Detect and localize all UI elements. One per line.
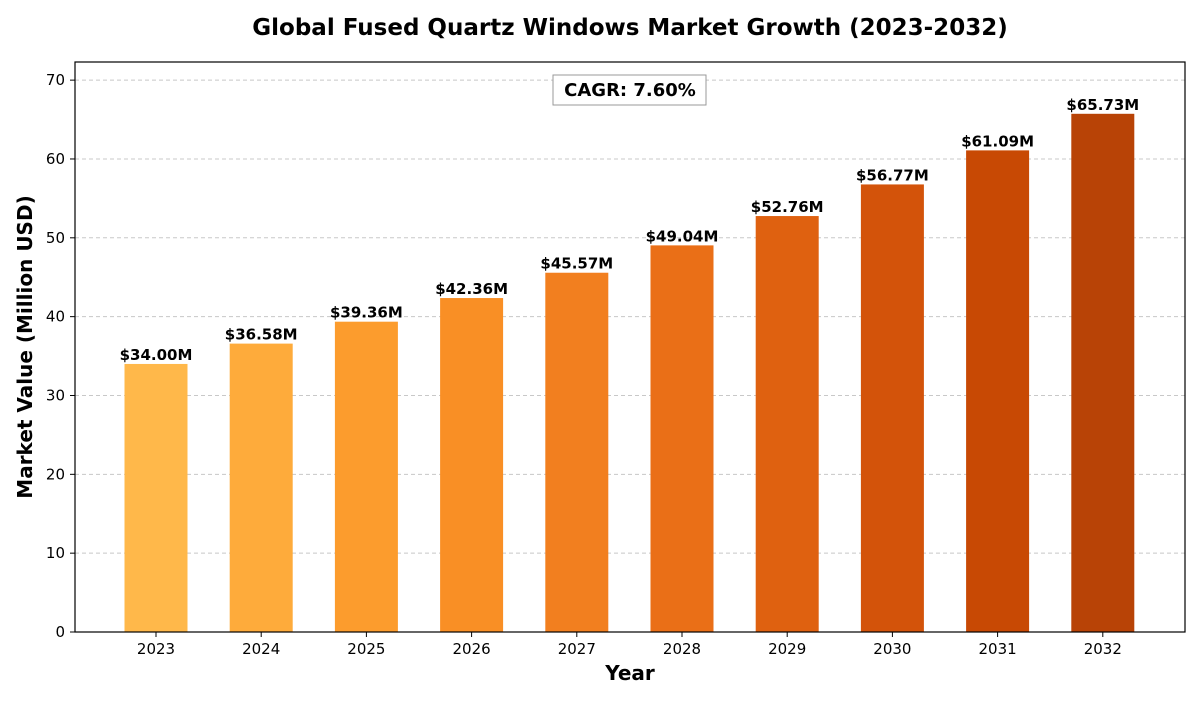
x-tick-label-2028: 2028	[663, 640, 701, 658]
y-tick-label: 0	[55, 623, 65, 641]
bar-2024	[229, 343, 293, 632]
data-labels: $34.00M $36.58M $39.36M $42.36M $45.57M $49.0…	[120, 96, 1140, 364]
data-label-2024: $36.58M	[225, 326, 298, 344]
x-tick-label-2029: 2029	[768, 640, 806, 658]
data-label-2028: $49.04M	[646, 227, 719, 245]
y-tick-label: 70	[46, 71, 65, 89]
bar-2030	[860, 184, 924, 633]
x-tick-label-2031: 2031	[979, 640, 1017, 658]
cagr-annotation-text: CAGR: 7.60%	[564, 80, 696, 101]
y-tick-label: 60	[46, 150, 65, 168]
x-tick-label-2024: 2024	[242, 640, 280, 658]
x-tick-label-2027: 2027	[558, 640, 596, 658]
y-tick-label: 40	[46, 308, 65, 326]
bar-2026	[440, 298, 504, 632]
chart-title: Global Fused Quartz Windows Market Growt…	[252, 15, 1007, 41]
cagr-annotation-box	[552, 74, 707, 106]
bar-2025	[334, 321, 398, 632]
data-label-2030: $56.77M	[856, 166, 929, 184]
y-axis-ticks: 0 10 20 30 40 50 60 70	[46, 71, 75, 641]
bar-2031	[966, 150, 1030, 632]
y-tick-label: 30	[46, 386, 65, 404]
bars	[124, 113, 1135, 633]
bar-2027	[545, 272, 609, 632]
bar-2029	[755, 216, 819, 632]
bar-2032	[1071, 113, 1135, 632]
x-axis-ticks: 2023 2024 2025 2026 2027 2028 2029 2030 2031 2032	[137, 632, 1122, 658]
bar-2023	[124, 363, 188, 632]
data-label-2032: $65.73M	[1066, 96, 1139, 114]
x-tick-label-2030: 2030	[873, 640, 911, 658]
y-tick-label: 10	[46, 544, 65, 562]
x-tick-label-2032: 2032	[1084, 640, 1122, 658]
x-tick-label-2025: 2025	[347, 640, 385, 658]
data-label-2027: $45.57M	[540, 255, 613, 273]
y-tick-label: 20	[46, 465, 65, 483]
data-label-2031: $61.09M	[961, 132, 1034, 150]
y-axis-label: Market Value (Million USD)	[13, 195, 37, 498]
cagr-annotation: CAGR: 7.60%	[552, 74, 707, 106]
x-tick-label-2026: 2026	[453, 640, 491, 658]
data-label-2029: $52.76M	[751, 198, 824, 216]
data-label-2025: $39.36M	[330, 304, 403, 322]
x-axis-label: Year	[604, 661, 655, 685]
data-label-2026: $42.36M	[435, 280, 508, 298]
bar-2028	[650, 245, 714, 632]
y-tick-label: 50	[46, 229, 65, 247]
data-label-2023: $34.00M	[120, 346, 193, 364]
x-tick-label-2023: 2023	[137, 640, 175, 658]
plot-frame	[74, 61, 1186, 633]
